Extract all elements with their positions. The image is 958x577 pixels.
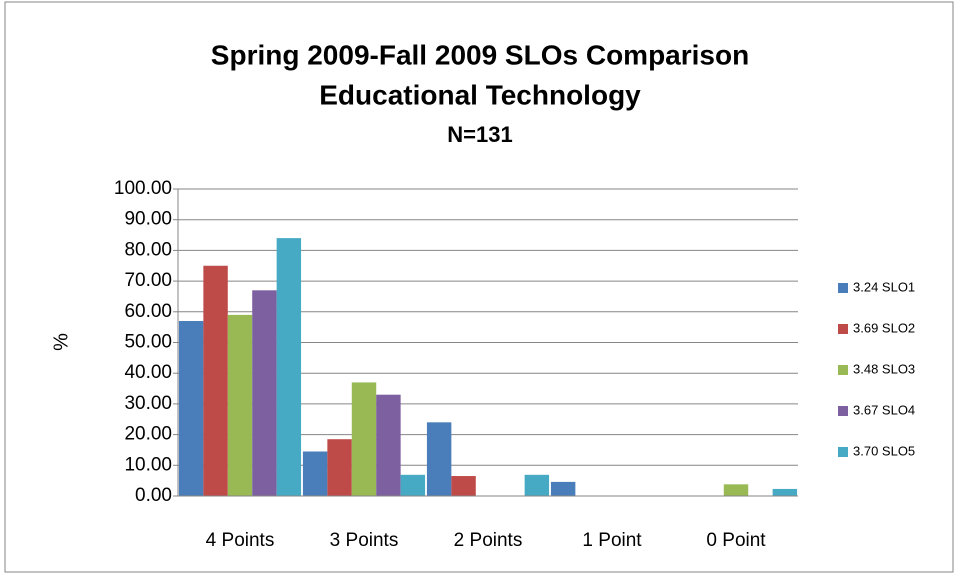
bar — [723, 484, 749, 496]
bar — [400, 474, 426, 496]
y-tick-label: 30.00 — [124, 393, 172, 414]
legend-label: 3.67 SLO4 — [853, 402, 915, 417]
legend-swatch — [838, 283, 848, 293]
bar — [376, 394, 401, 496]
legend-swatch — [838, 324, 848, 334]
bar — [252, 290, 277, 496]
x-tick-label: 1 Point — [582, 530, 642, 551]
bar — [276, 238, 302, 496]
bar — [451, 476, 476, 496]
bar — [524, 474, 550, 496]
y-tick-label: 20.00 — [124, 424, 172, 445]
legend-label: 3.69 SLO2 — [853, 320, 915, 335]
y-tick-label: 0.00 — [135, 485, 172, 506]
x-tick-label: 0 Point — [706, 530, 766, 551]
legend-swatch — [838, 406, 848, 416]
legend-label: 3.24 SLO1 — [853, 279, 915, 294]
chart-title: Spring 2009-Fall 2009 SLOs Comparison — [211, 39, 749, 70]
bar — [227, 314, 253, 496]
legend-swatch — [838, 447, 848, 457]
bar — [351, 382, 377, 496]
bar — [550, 481, 576, 496]
chart-subtitle: Educational Technology — [319, 79, 641, 110]
y-tick-label: 100.00 — [114, 178, 172, 199]
legend-label: 3.48 SLO3 — [853, 361, 915, 376]
chart-frame — [4, 1, 954, 573]
y-tick-label: 10.00 — [124, 454, 172, 475]
x-tick-label: 2 Points — [454, 530, 523, 551]
y-tick-label: 70.00 — [124, 270, 172, 291]
bar — [302, 451, 328, 496]
bar — [327, 439, 352, 496]
y-tick-label: 60.00 — [124, 301, 172, 322]
x-tick-label: 3 Points — [330, 530, 399, 551]
x-tick-label: 4 Points — [206, 530, 275, 551]
y-tick-label: 40.00 — [124, 362, 172, 383]
legend-label: 3.70 SLO5 — [853, 443, 915, 458]
legend-swatch — [838, 365, 848, 375]
y-axis-label: % — [50, 333, 72, 351]
bar — [178, 321, 204, 496]
annotation: N=131 — [447, 122, 512, 147]
bar — [772, 488, 798, 496]
bar — [426, 422, 452, 496]
bar — [203, 265, 228, 496]
y-tick-label: 80.00 — [124, 239, 172, 260]
y-tick-label: 50.00 — [124, 332, 172, 353]
y-tick-label: 90.00 — [124, 209, 172, 230]
